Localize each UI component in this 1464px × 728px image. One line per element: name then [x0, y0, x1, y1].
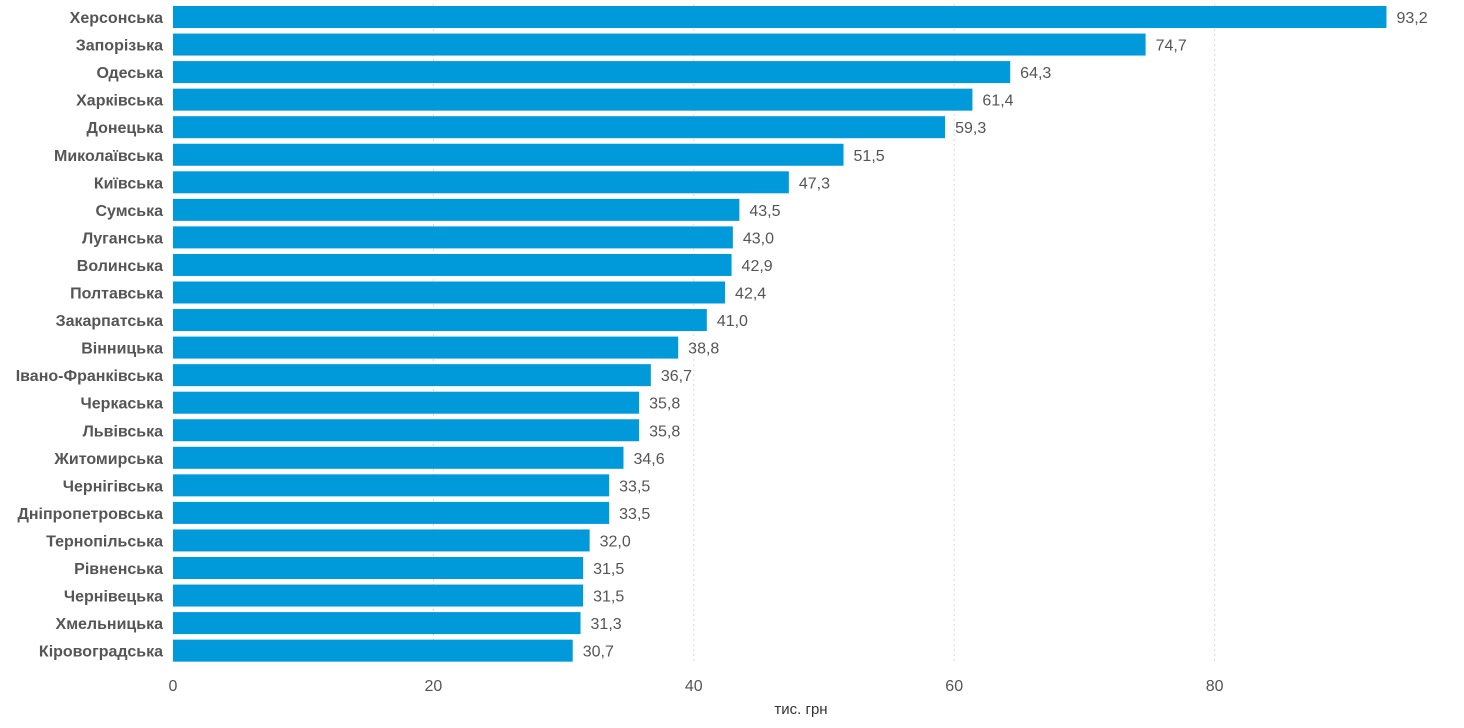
category-label: Львівська [83, 423, 164, 440]
category-label: Кіровоградська [39, 644, 163, 661]
value-label: 59,3 [955, 120, 986, 137]
category-label: Херсонська [70, 10, 163, 27]
value-labels: 93,2 74,7 64,3 61,4 59,3 51,5 47,3 43,5 43,0 42,9… [583, 10, 1428, 661]
value-label: 35,8 [649, 423, 680, 440]
bar [173, 336, 679, 359]
value-label: 31,5 [593, 589, 624, 606]
category-label: Запорізька [76, 38, 163, 55]
value-label: 64,3 [1020, 65, 1051, 82]
category-label: Київська [94, 175, 163, 192]
category-label: Хмельницька [56, 616, 164, 633]
bar [173, 88, 973, 111]
category-label: Луганська [82, 230, 163, 247]
bar [173, 309, 707, 332]
value-label: 42,4 [735, 286, 766, 303]
bar [173, 253, 732, 276]
bars [173, 6, 1387, 662]
value-label: 43,0 [743, 230, 774, 247]
value-label: 36,7 [661, 368, 692, 385]
value-label: 31,5 [593, 561, 624, 578]
value-label: 51,5 [854, 148, 885, 165]
x-tick-label: 80 [1206, 678, 1224, 695]
bar [173, 639, 573, 662]
bar [173, 61, 1011, 84]
value-label: 93,2 [1396, 10, 1427, 27]
x-axis-ticks: 0 20 40 60 80 [169, 678, 1224, 695]
category-label: Чернігівська [63, 478, 163, 495]
category-labels: Херсонська Запорізька Одеська Харківська Дон… [16, 10, 163, 661]
bar [173, 391, 640, 414]
bar [173, 143, 844, 166]
bar [173, 612, 581, 635]
bar [173, 419, 640, 442]
category-label: Дніпропетровська [17, 506, 163, 523]
category-label: Івано-Франківська [16, 368, 163, 385]
bar [173, 6, 1387, 28]
value-label: 33,5 [619, 506, 650, 523]
value-label: 30,7 [583, 644, 614, 661]
bar [173, 281, 726, 304]
value-label: 38,8 [688, 341, 719, 358]
category-label: Черкаська [81, 396, 164, 413]
category-label: Одеська [96, 65, 163, 82]
bar [173, 171, 789, 194]
value-label: 32,0 [600, 533, 631, 550]
x-tick-label: 40 [685, 678, 703, 695]
category-label: Миколаївська [54, 148, 163, 165]
value-label: 33,5 [619, 478, 650, 495]
value-label: 61,4 [982, 93, 1013, 110]
bar [173, 446, 624, 469]
category-label: Донецька [86, 120, 163, 137]
value-label: 35,8 [649, 396, 680, 413]
value-label: 34,6 [633, 451, 664, 468]
x-tick-label: 0 [169, 678, 178, 695]
bar [173, 501, 610, 524]
category-label: Харківська [76, 93, 163, 110]
category-label: Вінницька [81, 341, 163, 358]
category-label: Сумська [95, 203, 163, 220]
bar [173, 116, 946, 139]
category-label: Чернівецька [64, 589, 163, 606]
category-label: Закарпатська [56, 313, 164, 330]
category-label: Полтавська [70, 286, 163, 303]
bar [173, 557, 584, 579]
category-label: Волинська [77, 258, 163, 275]
value-label: 42,9 [742, 258, 773, 275]
value-label: 43,5 [749, 203, 780, 220]
category-label: Тернопільська [46, 533, 163, 550]
bar [173, 364, 651, 387]
value-label: 74,7 [1156, 38, 1187, 55]
bar [173, 33, 1146, 56]
category-label: Рівненська [74, 561, 163, 578]
bar [173, 198, 740, 221]
x-axis-title: тис. грн [774, 701, 827, 718]
x-tick-label: 60 [945, 678, 963, 695]
bar [173, 226, 733, 249]
value-label: 47,3 [799, 175, 830, 192]
bar [173, 529, 590, 552]
value-label: 31,3 [591, 616, 622, 633]
bar [173, 474, 610, 497]
category-label: Житомирська [53, 451, 163, 468]
value-label: 41,0 [717, 313, 748, 330]
bar [173, 584, 584, 607]
x-tick-label: 20 [425, 678, 443, 695]
